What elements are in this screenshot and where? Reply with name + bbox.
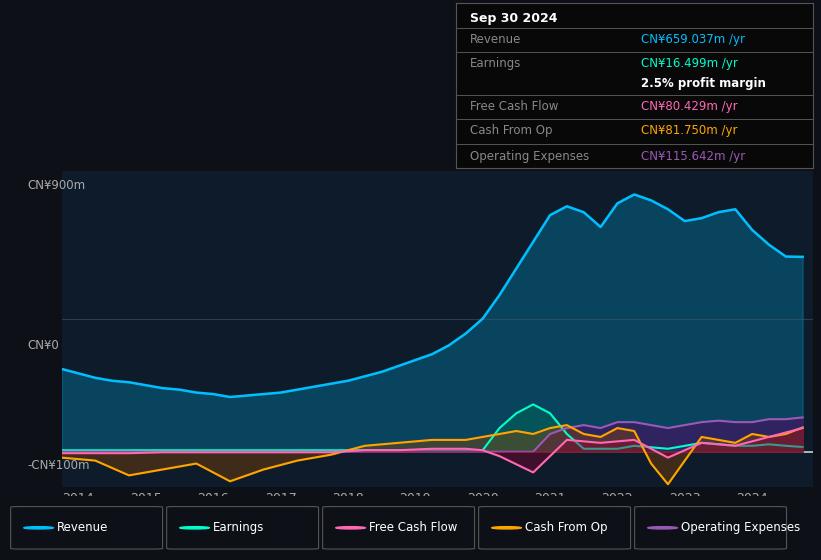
Text: -CN¥100m: -CN¥100m — [28, 459, 90, 472]
Text: Earnings: Earnings — [470, 58, 521, 71]
Text: CN¥0: CN¥0 — [28, 339, 59, 352]
Text: 2.5% profit margin: 2.5% profit margin — [641, 77, 766, 90]
Text: Revenue: Revenue — [470, 34, 521, 46]
Text: CN¥900m: CN¥900m — [28, 179, 86, 192]
Text: Operating Expenses: Operating Expenses — [470, 150, 589, 162]
Circle shape — [492, 526, 521, 529]
Text: Earnings: Earnings — [213, 521, 264, 534]
Circle shape — [24, 526, 53, 529]
Text: Sep 30 2024: Sep 30 2024 — [470, 12, 557, 25]
Text: CN¥659.037m /yr: CN¥659.037m /yr — [641, 34, 745, 46]
Text: CN¥16.499m /yr: CN¥16.499m /yr — [641, 58, 738, 71]
Circle shape — [648, 526, 677, 529]
Circle shape — [336, 526, 365, 529]
Circle shape — [180, 526, 209, 529]
Text: Cash From Op: Cash From Op — [470, 124, 553, 137]
Text: Free Cash Flow: Free Cash Flow — [369, 521, 457, 534]
Text: Revenue: Revenue — [57, 521, 108, 534]
Text: Operating Expenses: Operating Expenses — [681, 521, 800, 534]
Text: Cash From Op: Cash From Op — [525, 521, 607, 534]
Text: CN¥80.429m /yr: CN¥80.429m /yr — [641, 100, 738, 113]
Text: CN¥81.750m /yr: CN¥81.750m /yr — [641, 124, 738, 137]
Text: CN¥115.642m /yr: CN¥115.642m /yr — [641, 150, 745, 162]
Text: Free Cash Flow: Free Cash Flow — [470, 100, 558, 113]
